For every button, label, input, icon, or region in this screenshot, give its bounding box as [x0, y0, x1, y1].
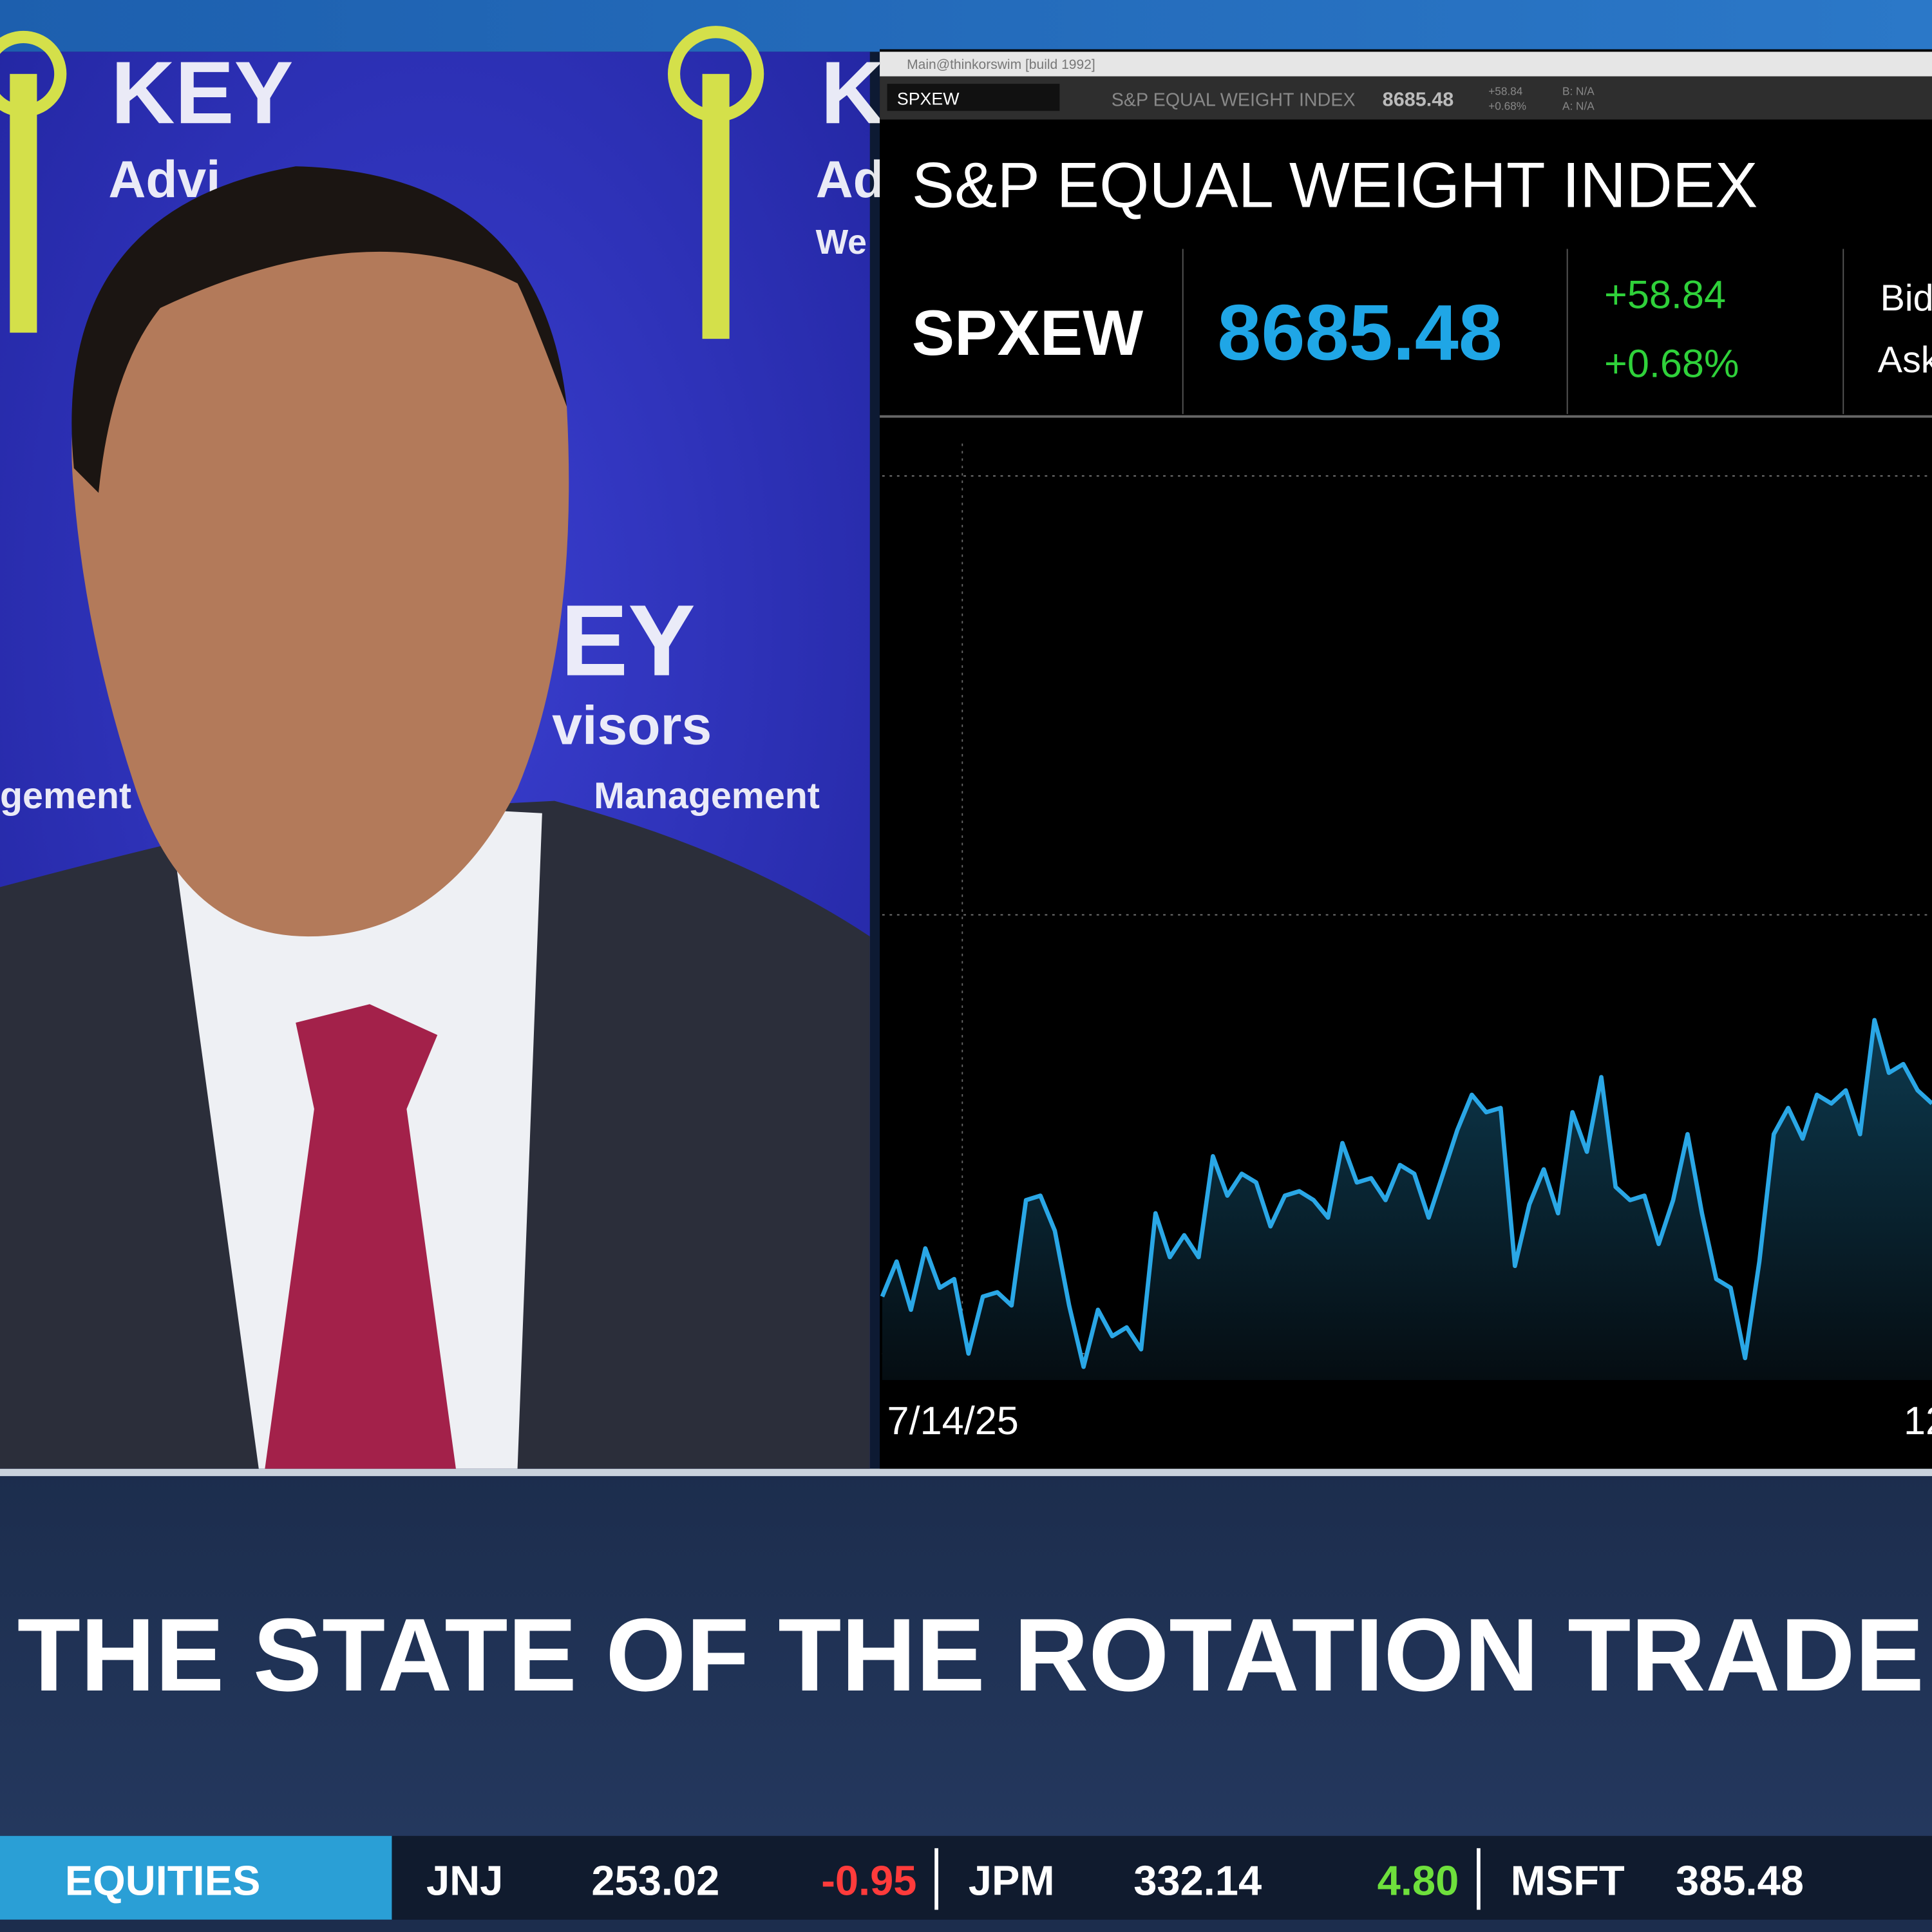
ticker-section-box — [0, 1835, 392, 1920]
logo-text: Ad — [816, 151, 885, 209]
toolbar-name: S&P EQUAL WEIGHT INDEX — [1112, 90, 1356, 111]
area — [882, 1019, 1932, 1380]
quote-last: 8685.48 — [1217, 289, 1502, 377]
lower-third — [0, 1473, 1932, 1839]
logo-text: EY — [561, 584, 696, 697]
key — [0, 30, 67, 117]
ticker-price: 332.14 — [1133, 1857, 1262, 1904]
tie — [265, 1004, 456, 1469]
platform-panel: Main@thinkorswim [build 1992] SPXEW S&P … — [880, 49, 1932, 1469]
x-tick-label: 7/14/25 — [887, 1399, 1019, 1443]
hair — [71, 166, 567, 493]
window-titlebar — [880, 52, 1932, 77]
quote-bid: Bid — [1880, 278, 1932, 319]
toolbar-percent: +0.68% — [1488, 99, 1526, 112]
top-band — [0, 0, 1932, 52]
x-tick-label: 12 — [1904, 1399, 1932, 1443]
quote-change: +58.84 — [1604, 272, 1726, 316]
quote-title: S&P EQUAL WEIGHT INDEX — [912, 149, 1758, 221]
ticker-price: 385.48 — [1676, 1857, 1804, 1904]
logo-text: We — [816, 223, 867, 261]
key-icons — [0, 26, 764, 339]
toolbar-bid: B: N/A — [1562, 84, 1595, 97]
logo-text: Management — [594, 775, 820, 817]
line — [880, 1018, 1932, 1369]
key — [667, 26, 764, 122]
bottom-band — [0, 1919, 1932, 1932]
ticker-section: EQUITIES — [65, 1857, 261, 1904]
ticker-change: -0.95 — [821, 1857, 916, 1904]
face — [71, 172, 569, 937]
ticker-symbol: MSFT — [1511, 1857, 1625, 1904]
toolbar-ask: A: N/A — [1562, 99, 1595, 112]
headline: THE STATE OF THE ROTATION TRADE — [17, 1598, 1924, 1713]
logo-text: gement — [0, 775, 131, 817]
quote-symbol: SPXEW — [912, 298, 1143, 369]
ticker-symbol: JNJ — [426, 1857, 503, 1904]
quote-percent: +0.68% — [1604, 341, 1739, 385]
chart: 7/14/25 12 — [880, 475, 1932, 1443]
toolbar-last: 8685.48 — [1383, 89, 1454, 111]
toolbar-symbol: SPXEW — [897, 90, 960, 109]
symbol-box[interactable] — [887, 84, 1060, 111]
logo-text: visors — [552, 696, 712, 756]
window-title: Main@thinkorswim [build 1992] — [907, 57, 1095, 72]
ticker-price: 253.02 — [591, 1857, 719, 1904]
toolbar-change: +58.84 — [1488, 84, 1523, 97]
logo-text: K — [820, 43, 884, 142]
ticker-change: 4.80 — [1378, 1857, 1459, 1904]
quote-ask: Ask — [1878, 339, 1932, 381]
logo-text: KEY — [111, 43, 293, 142]
divider — [0, 1468, 1932, 1477]
ticker-symbol: JPM — [969, 1857, 1055, 1904]
